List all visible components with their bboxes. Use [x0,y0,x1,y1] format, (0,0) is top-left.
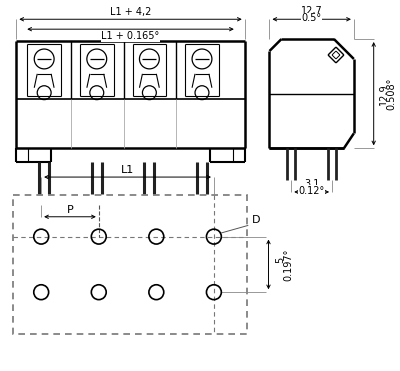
Text: 0.5°: 0.5° [302,13,322,23]
Text: L1 + 0.165°: L1 + 0.165° [101,31,160,41]
Text: 12,9: 12,9 [379,83,389,105]
Text: 0.12°: 0.12° [298,186,325,196]
Text: 0.508°: 0.508° [386,78,396,110]
Text: 3,1: 3,1 [304,179,319,189]
Text: P: P [67,205,73,215]
Text: D: D [252,215,260,225]
Text: 5: 5 [275,256,285,263]
Text: L1: L1 [121,165,134,175]
Text: L1 + 4,2: L1 + 4,2 [110,7,151,17]
Text: 0.197°: 0.197° [283,248,293,280]
Text: 12,7: 12,7 [301,6,322,16]
